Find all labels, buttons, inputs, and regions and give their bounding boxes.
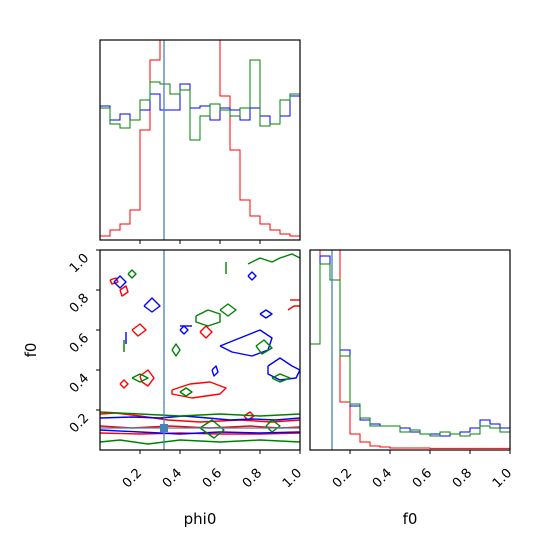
marginal-f0-panel [309,249,511,454]
joint-x-tick-label: 0.8 [240,466,265,491]
joint-contour-2-0 [100,411,300,417]
joint-contour-2-10 [179,387,193,397]
joint-x-axis-label: phi0 [184,510,217,528]
joint-x-tick-label: 0.6 [200,466,225,491]
joint-truth-marker [160,424,168,432]
f0-x-tick-label: 0.2 [330,466,355,491]
marginal-phi0-panel [99,39,301,244]
marginal-phi0-series-1 [100,83,300,240]
joint-contour-2-12 [127,269,137,279]
joint-y-tick-label: 0.2 [67,411,92,436]
joint-contour-1-0 [100,415,300,421]
joint-contour-2-4 [195,309,221,327]
joint-contour-2-11 [219,303,237,317]
joint-x-tick-label: 0.2 [120,466,145,491]
marginal-phi0-series-0 [100,40,300,240]
joint-y-tick-labels: 0.2 0.4 0.6 0.8 1.0 [67,251,92,436]
joint-contour-2-3 [247,253,300,265]
joint-contour-0-9 [109,277,119,285]
marginal-f0-series-0 [310,250,510,450]
joint-contour-2-8 [131,373,149,383]
joint-contour-2-9 [265,419,281,433]
joint-contour-1-8 [179,325,189,335]
joint-contour-0-8 [287,305,300,311]
joint-contour-1-5 [143,297,161,313]
joint-y-tick-label: 1.0 [67,251,92,276]
joint-contour-2-6 [271,373,291,383]
joint-contour-0-7 [199,325,213,339]
marginal-f0-plot-area [310,250,510,450]
marginal-phi0-plot-area [100,40,300,240]
joint-x-tick-label: 1.0 [280,466,305,491]
joint-contour-2-1 [100,439,300,445]
marginal-phi0-frame [99,39,301,241]
joint-contour-2-7 [171,343,181,357]
marginal-phi0-series-2 [100,59,300,240]
joint-contour-0-3 [171,381,227,399]
f0-x-tick-label: 0.4 [370,466,395,491]
marginal-f0-frame [309,249,511,451]
f0-x-axis-label: f0 [403,510,418,528]
joint-contour-1-9 [259,309,273,319]
f0-x-tick-label: 0.8 [450,466,475,491]
joint-y-tick-label: 0.4 [67,371,92,396]
joint-y-tick-label: 0.8 [67,291,92,316]
f0-x-tick-label: 0.6 [410,466,435,491]
joint-contour-2-5 [255,339,273,355]
joint-frame [99,249,301,451]
f0-x-tick-labels: 0.2 0.4 0.6 0.8 1.0 [330,466,515,491]
joint-contour-1-1 [100,429,300,435]
f0-x-tick-label: 1.0 [490,466,515,491]
joint-contour-1-6 [211,365,219,377]
joint-y-axis-label: f0 [22,343,40,358]
joint-contour-1-7 [247,271,257,281]
marginal-f0-series-2 [310,263,510,450]
joint-contour-0-6 [131,323,147,337]
joint-phi0-f0-panel [96,249,301,454]
joint-plot-area [100,250,300,450]
joint-y-tick-label: 0.6 [67,331,92,356]
joint-x-tick-labels: 0.2 0.4 0.6 0.8 1.0 [120,466,305,491]
joint-contour-1-3 [267,357,300,381]
joint-contour-1-2 [219,329,273,357]
joint-contour-0-11 [119,379,129,389]
joint-x-tick-label: 0.4 [160,466,185,491]
joint-contour-1-4 [113,275,127,289]
joint-contour-0-5 [119,285,129,297]
joint-contour-2-2 [199,419,225,439]
